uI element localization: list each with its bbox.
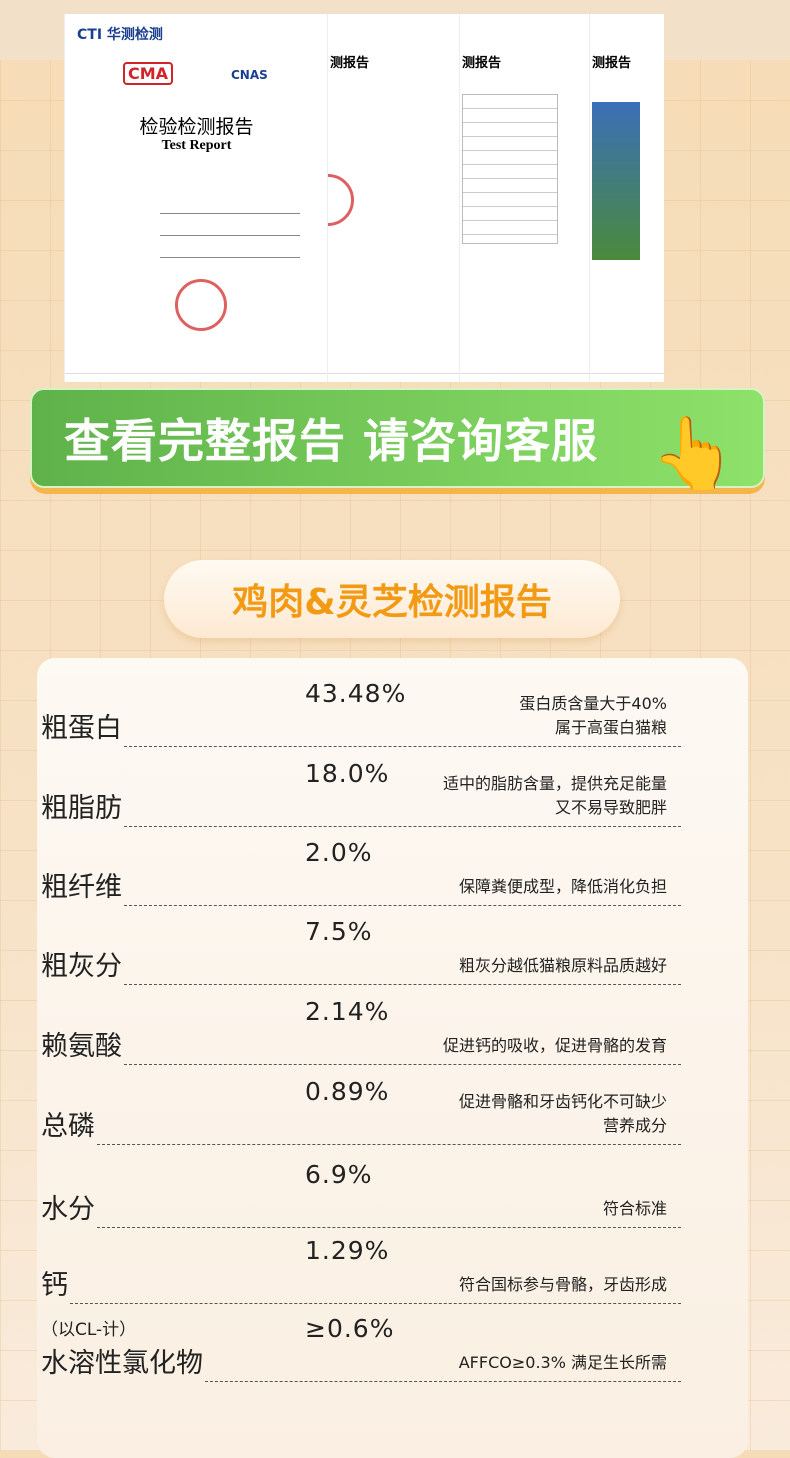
nutrient-label: 总磷 <box>41 1104 95 1145</box>
nutrient-label: 赖氨酸 <box>41 1024 122 1065</box>
nutrient-name: 粗蛋白 <box>41 713 122 744</box>
product-photo <box>592 102 640 260</box>
nutrient-row: 粗蛋白 43.48% 蛋白质含量大于40% 属于高蛋白猫粮 <box>41 667 681 747</box>
cma-logo: CMA <box>123 62 174 85</box>
nutrient-note: 粗灰分越低猫粮原料品质越好 <box>459 954 667 978</box>
note-line: 促进钙的吸收，促进骨骼的发育 <box>442 1036 667 1055</box>
nutrient-note: 保障粪便成型，降低消化负担 <box>459 875 667 899</box>
nutrient-name: 钙 <box>41 1270 68 1301</box>
nutrient-value: ≥0.6% <box>305 1314 395 1343</box>
note-line: 粗灰分越低猫粮原料品质越好 <box>458 956 667 975</box>
note-line: AFFCO≥0.3% 满足生长所需 <box>458 1353 667 1372</box>
nutrient-label: 水分 <box>41 1187 95 1228</box>
results-table <box>462 94 558 244</box>
field-line <box>160 204 300 214</box>
nutrient-row: 总磷 0.89% 促进骨骼和牙齿钙化不可缺少营养成分 <box>41 1065 681 1145</box>
dashed-divider: 7.5% 粗灰分越低猫粮原料品质越好 <box>124 905 681 985</box>
hand-pointer-icon: 👆 <box>650 412 738 494</box>
nutrient-note: 促进钙的吸收，促进骨骼的发育 <box>443 1034 667 1058</box>
report-page-3: 测报告 <box>459 14 589 382</box>
nutrient-row: 粗纤维 2.0% 保障粪便成型，降低消化负担 <box>41 826 681 906</box>
stamp-icon <box>175 279 227 331</box>
note-line: 适中的脂肪含量，提供充足能量 <box>442 774 667 793</box>
note-line: 属于高蛋白猫粮 <box>554 718 667 737</box>
nutrient-name: 水溶性氯化物 <box>41 1348 203 1379</box>
nutrient-row: （以CL-计） 水溶性氯化物 ≥0.6% AFFCO≥0.3% 满足生长所需 <box>41 1302 681 1382</box>
dashed-divider: 43.48% 蛋白质含量大于40% 属于高蛋白猫粮 <box>124 667 681 747</box>
report-title-en: Test Report <box>161 138 232 153</box>
footer-line <box>65 373 327 374</box>
nutrient-value: 18.0% <box>305 759 390 788</box>
footer-line <box>460 373 589 374</box>
nutrient-value: 2.14% <box>305 997 390 1026</box>
footer-line <box>328 373 459 374</box>
nutrient-name: 粗脂肪 <box>41 793 122 824</box>
nutrient-note: 符合国标参与骨骼，牙齿形成 <box>459 1273 667 1297</box>
cta-label: 查看完整报告 请咨询客服 <box>64 414 599 468</box>
note-line: 又不易导致肥胖 <box>554 798 667 817</box>
nutrient-name: 粗纤维 <box>41 872 122 903</box>
nutrient-note: 蛋白质含量大于40% 属于高蛋白猫粮 <box>519 692 667 740</box>
report-page-2: 测报告 <box>327 14 459 382</box>
cnas-logo: CNAS <box>231 68 268 82</box>
dashed-divider: 2.14% 促进钙的吸收，促进骨骼的发育 <box>124 985 681 1065</box>
nutrient-label: 粗蛋白 <box>41 706 122 747</box>
nutrient-row: 粗脂肪 18.0% 适中的脂肪含量，提供充足能量又不易导致肥胖 <box>41 747 681 827</box>
note-line: 促进骨骼和牙齿钙化不可缺少 <box>458 1092 667 1111</box>
nutrient-label: 钙 <box>41 1263 68 1304</box>
nutrient-name: 赖氨酸 <box>41 1031 122 1062</box>
nutrition-card <box>37 658 748 1458</box>
nutrient-row: 钙 1.29% 符合国标参与骨骼，牙齿形成 <box>41 1224 681 1304</box>
nutrient-value: 0.89% <box>305 1077 390 1106</box>
stamp-icon <box>328 174 354 226</box>
nutrient-row: 赖氨酸 2.14% 促进钙的吸收，促进骨骼的发育 <box>41 985 681 1065</box>
page-header: 测报告 <box>592 56 632 71</box>
nutrient-sublabel: （以CL-计） <box>41 1320 137 1340</box>
dashed-divider: 1.29% 符合国标参与骨骼，牙齿形成 <box>70 1224 681 1304</box>
nutrient-name: 水分 <box>41 1194 95 1225</box>
report-page-cover: CTI 华测检测 CMA CNAS 检验检测报告 Test Report <box>64 14 327 382</box>
nutrient-value: 2.0% <box>305 838 373 867</box>
page-header: 测报告 <box>330 56 370 71</box>
nutrient-note: 适中的脂肪含量，提供充足能量又不易导致肥胖 <box>443 772 667 820</box>
note-line: 营养成分 <box>602 1116 667 1135</box>
note-line: 符合标准 <box>602 1199 667 1218</box>
dashed-divider: 2.0% 保障粪便成型，降低消化负担 <box>124 826 681 906</box>
report-preview: CTI 华测检测 CMA CNAS 检验检测报告 Test Report 测报告… <box>64 14 664 382</box>
nutrient-label: 粗脂肪 <box>41 786 122 827</box>
nutrient-value: 6.9% <box>305 1160 373 1189</box>
nutrient-note: 促进骨骼和牙齿钙化不可缺少营养成分 <box>459 1090 667 1138</box>
note-line: 保障粪便成型，降低消化负担 <box>458 877 667 896</box>
footer-line <box>590 373 664 374</box>
section-title: 鸡肉&灵芝检测报告 <box>164 560 620 638</box>
consult-service-button[interactable]: 查看完整报告 请咨询客服 <box>30 388 765 494</box>
nutrient-label: 粗灰分 <box>41 944 122 985</box>
dashed-divider: 6.9% 符合标准 <box>97 1148 681 1228</box>
nutrient-name: 粗灰分 <box>41 951 122 982</box>
note-line: 符合国标参与骨骼，牙齿形成 <box>458 1275 667 1294</box>
nutrient-note: 符合标准 <box>603 1197 667 1221</box>
nutrient-label: 粗纤维 <box>41 865 122 906</box>
cti-logo: CTI 华测检测 <box>77 27 163 43</box>
nutrient-value: 1.29% <box>305 1236 390 1265</box>
nutrient-row: 水分 6.9% 符合标准 <box>41 1148 681 1228</box>
dashed-divider: 0.89% 促进骨骼和牙齿钙化不可缺少营养成分 <box>97 1065 681 1145</box>
nutrient-value: 7.5% <box>305 917 373 946</box>
nutrient-note: AFFCO≥0.3% 满足生长所需 <box>459 1351 667 1375</box>
nutrient-label: （以CL-计） 水溶性氯化物 <box>41 1320 203 1382</box>
dashed-divider: ≥0.6% AFFCO≥0.3% 满足生长所需 <box>205 1302 681 1382</box>
field-line <box>160 248 300 258</box>
note-line: 蛋白质含量大于40% <box>519 694 667 713</box>
report-title-cn: 检验检测报告 <box>139 116 254 138</box>
report-page-4: 测报告 <box>589 14 664 382</box>
field-line <box>160 226 300 236</box>
nutrient-row: 粗灰分 7.5% 粗灰分越低猫粮原料品质越好 <box>41 905 681 985</box>
page-header: 测报告 <box>462 56 502 71</box>
nutrient-value: 43.48% <box>305 679 407 708</box>
dashed-divider: 18.0% 适中的脂肪含量，提供充足能量又不易导致肥胖 <box>124 747 681 827</box>
nutrient-name: 总磷 <box>41 1111 95 1142</box>
